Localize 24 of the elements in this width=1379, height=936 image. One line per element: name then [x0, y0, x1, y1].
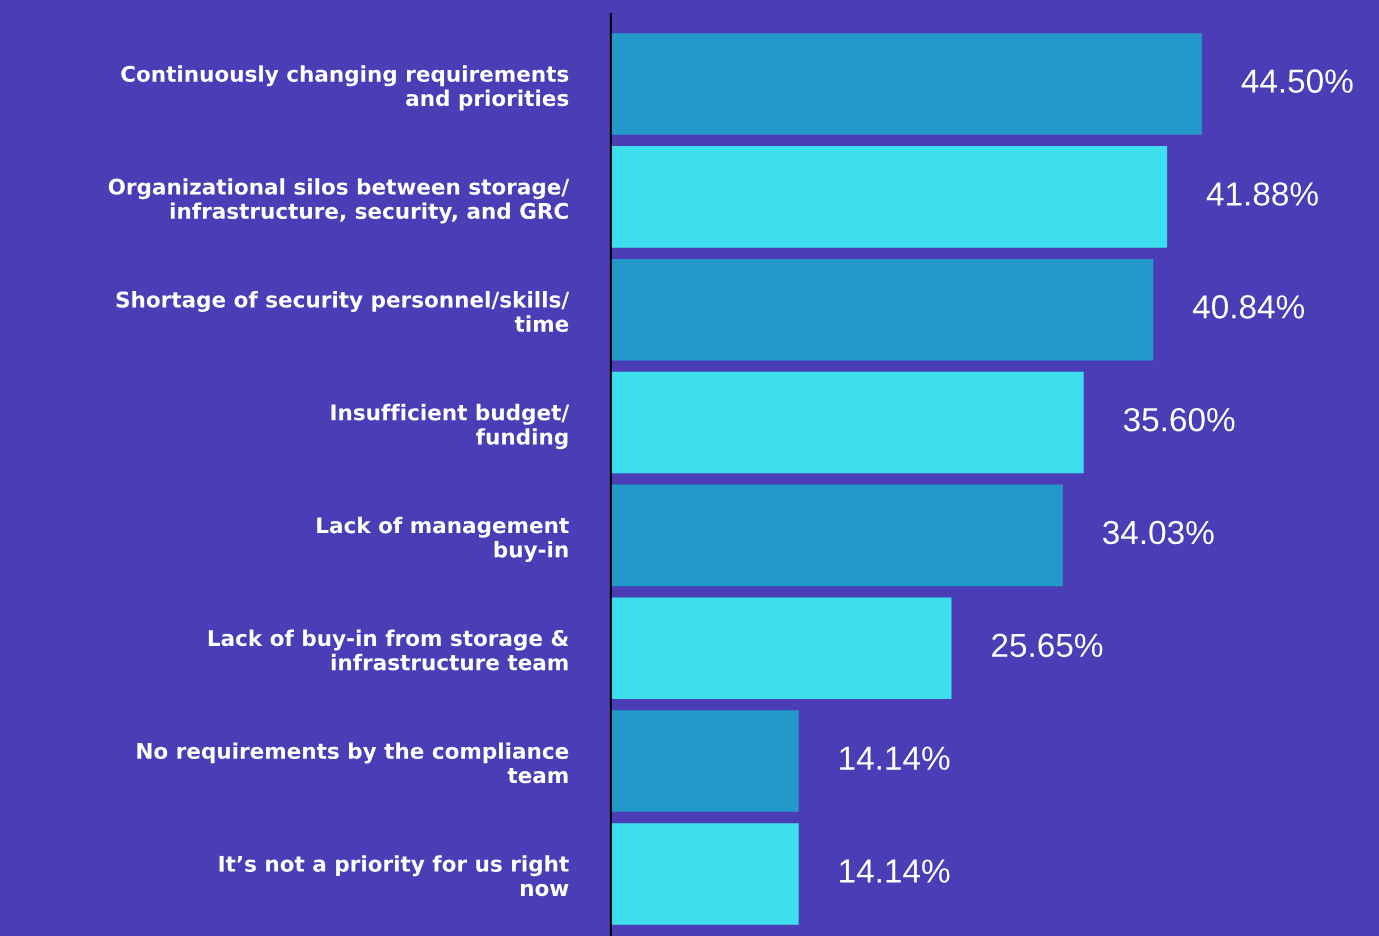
data-label: 14.14%: [840, 746, 950, 770]
bar: [610, 33, 1202, 135]
data-label: 25.65%: [992, 633, 1103, 658]
y-tick-label: Lack of buy-in from storage & infrastructure team: [208, 629, 569, 671]
bar: [610, 484, 1063, 587]
bar: [610, 258, 1154, 361]
y-tick-label: Continuously changing requirements and priorities: [121, 65, 569, 111]
bar: [610, 823, 799, 925]
y-tick-label: Insufficient budget/ funding: [331, 403, 570, 450]
data-label: 41.88%: [1206, 182, 1318, 206]
data-label: 40.84%: [1192, 295, 1305, 319]
data-label: 35.60%: [1123, 407, 1235, 432]
y-tick-label: Lack of management buy-in: [317, 516, 569, 562]
data-label: 14.14%: [840, 859, 950, 883]
bar: [610, 146, 1168, 248]
bar: [610, 597, 952, 700]
data-label: 44.50%: [1241, 69, 1353, 93]
y-tick-label: Organizational silos between storage/ infrastructure, security, and GRC: [108, 178, 570, 224]
data-label: 34.03%: [1103, 520, 1214, 545]
y-tick-label: It’s not a priority for us right now: [219, 855, 569, 897]
y-tick-label: Shortage of security personnel/skills/ time: [116, 291, 570, 332]
bar: [610, 371, 1084, 474]
y-tick-label: No requirements by the compliance team: [137, 742, 569, 784]
bar: [610, 710, 799, 812]
